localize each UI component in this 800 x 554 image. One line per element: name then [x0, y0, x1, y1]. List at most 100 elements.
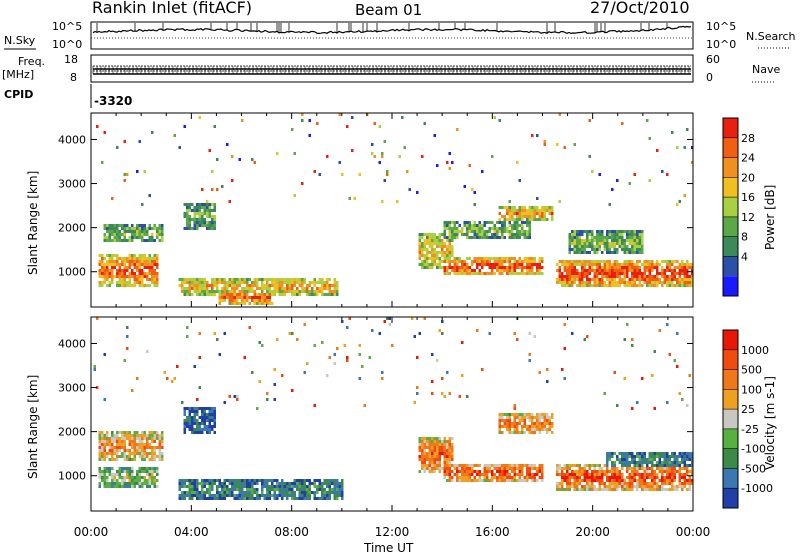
heatmap-cell [476, 470, 479, 473]
heatmap-cell [498, 257, 501, 260]
heatmap-cell [641, 488, 644, 491]
heatmap-cell [198, 332, 201, 335]
heatmap-cell [428, 467, 431, 470]
heatmap-cell [596, 464, 599, 467]
heatmap-cell [446, 443, 449, 446]
heatmap-cell [183, 125, 186, 128]
heatmap-cell [461, 467, 464, 470]
heatmap-cell [543, 413, 546, 416]
heatmap-cell [493, 266, 496, 269]
heatmap-cell [248, 296, 251, 299]
heatmap-cell [606, 236, 609, 239]
heatmap-cell [631, 275, 634, 278]
heatmap-cell [643, 272, 646, 275]
heatmap-cell [293, 482, 296, 485]
heatmap-cell [281, 491, 284, 494]
heatmap-cell [113, 227, 116, 230]
heatmap-cell [683, 194, 686, 197]
heatmap-cell [458, 257, 461, 260]
heatmap-cell [121, 434, 124, 437]
heatmap-cell [213, 422, 216, 425]
heatmap-cell [606, 272, 609, 275]
heatmap-cell [636, 260, 639, 263]
heatmap-cell [116, 473, 119, 476]
heatmap-cell [678, 455, 681, 458]
heatmap-cell [631, 272, 634, 275]
heatmap-cell [383, 320, 386, 323]
heatmap-cell [458, 464, 461, 467]
heatmap-cell [658, 455, 661, 458]
heatmap-cell [131, 284, 134, 287]
heatmap-cell [478, 269, 481, 272]
heatmap-cell [111, 434, 114, 437]
heatmap-cell [526, 257, 529, 260]
heatmap-cell [641, 377, 644, 380]
heatmap-cell [131, 236, 134, 239]
heatmap-cell [406, 170, 409, 173]
heatmap-cell [121, 278, 124, 281]
heatmap-cell [533, 467, 536, 470]
heatmap-cell [278, 494, 281, 497]
heatmap-cell [266, 287, 269, 290]
heatmap-cell [111, 458, 114, 461]
heatmap-cell [643, 473, 646, 476]
heatmap-cell [443, 440, 446, 443]
heatmap-cell [186, 422, 189, 425]
heatmap-cell [131, 257, 134, 260]
heatmap-cell [183, 491, 186, 494]
heatmap-cell [468, 257, 471, 260]
heatmap-cell [526, 476, 529, 479]
heatmap-cell [456, 260, 459, 263]
heatmap-cell [648, 452, 651, 455]
heatmap-cell [458, 230, 461, 233]
heatmap-cell [256, 293, 259, 296]
heatmap-cell [593, 272, 596, 275]
heatmap-cell [558, 200, 561, 203]
heatmap-cell [661, 488, 664, 491]
heatmap-cell [573, 482, 576, 485]
heatmap-cell [201, 293, 204, 296]
heatmap-cell [281, 278, 284, 281]
heatmap-cell [541, 428, 544, 431]
heatmap-cell [276, 284, 279, 287]
heatmap-cell [606, 458, 609, 461]
heatmap-cell [513, 224, 516, 227]
heatmap-cell [301, 491, 304, 494]
heatmap-cell [456, 479, 459, 482]
heatmap-cell [306, 488, 309, 491]
heatmap-cell [578, 278, 581, 281]
heatmap-cell [293, 293, 296, 296]
heatmap-cell [531, 479, 534, 482]
heatmap-cell [673, 479, 676, 482]
heatmap-cell [536, 197, 539, 200]
heatmap-cell [146, 263, 149, 266]
heatmap-cell [433, 440, 436, 443]
heatmap-cell [463, 260, 466, 263]
heatmap-cell [326, 374, 329, 377]
heatmap-cell [196, 278, 199, 281]
heatmap-cell [466, 473, 469, 476]
heatmap-cell [641, 476, 644, 479]
heatmap-cell [116, 254, 119, 257]
heatmap-cell [656, 149, 659, 152]
heatmap-cell [286, 494, 289, 497]
heatmap-cell [136, 473, 139, 476]
heatmap-cell [193, 278, 196, 281]
heatmap-cell [448, 470, 451, 473]
heatmap-cell [633, 455, 636, 458]
heatmap-cell [246, 485, 249, 488]
heatmap-cell [633, 464, 636, 467]
heatmap-cell [428, 446, 431, 449]
heatmap-cell [646, 488, 649, 491]
heatmap-cell [131, 239, 134, 242]
heatmap-cell [103, 227, 106, 230]
heatmap-cell [141, 254, 144, 257]
heatmap-cell [481, 236, 484, 239]
heatmap-cell [103, 458, 106, 461]
heatmap-cell [108, 449, 111, 452]
heatmap-cell [221, 185, 224, 188]
heatmap-cell [103, 236, 106, 239]
heatmap-cell [648, 263, 651, 266]
heatmap-cell [231, 302, 234, 305]
heatmap-cell [481, 473, 484, 476]
